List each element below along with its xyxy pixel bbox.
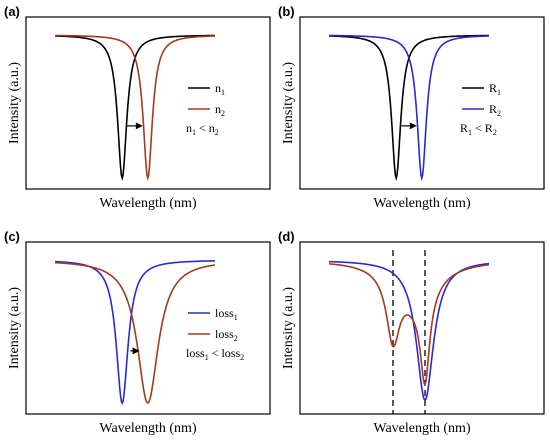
panel-label: (d) xyxy=(278,229,295,244)
legend-label-1: R1 xyxy=(489,81,501,97)
panel-d: (d) Wavelength (nm) Intensity (a.u.) xyxy=(278,229,545,436)
legend-label-1: loss1 xyxy=(215,306,238,322)
legend-label-2: R2 xyxy=(489,102,501,118)
shift-arrow xyxy=(127,122,143,130)
y-axis-label: Intensity (a.u.) xyxy=(7,287,22,369)
shift-arrow xyxy=(130,347,140,355)
inequality-note: loss1 < loss2 xyxy=(186,346,244,362)
panel-b: (b) Wavelength (nm) Intensity (a.u.) R1 R2 R1… xyxy=(278,4,545,211)
panel-label: (a) xyxy=(4,4,20,19)
x-axis-label: Wavelength (nm) xyxy=(373,421,471,436)
panel-a: (a) Wavelength (nm) Intensity (a.u.) n1 n2 n1… xyxy=(4,4,271,211)
panel-label: (c) xyxy=(4,229,20,244)
y-axis-label: Intensity (a.u.) xyxy=(281,287,296,369)
legend-label-1: n1 xyxy=(215,81,225,97)
x-axis-label: Wavelength (nm) xyxy=(99,421,197,436)
series-line-2 xyxy=(54,261,216,405)
x-axis-label: Wavelength (nm) xyxy=(373,196,471,211)
plot-frame xyxy=(25,16,271,190)
y-axis-label: Intensity (a.u.) xyxy=(281,62,296,144)
series-line-1 xyxy=(328,260,490,402)
panel-label: (b) xyxy=(278,4,295,19)
series-line-2 xyxy=(328,263,490,386)
series-line-2 xyxy=(328,34,490,182)
legend-label-2: loss2 xyxy=(215,327,238,343)
legend-label-2: n2 xyxy=(215,102,225,118)
series-line-2 xyxy=(54,34,216,182)
x-axis-label: Wavelength (nm) xyxy=(99,196,197,211)
y-axis-label: Intensity (a.u.) xyxy=(7,62,22,144)
plot-frame xyxy=(25,241,271,415)
inequality-note: n1 < n2 xyxy=(186,121,219,137)
shift-arrow xyxy=(401,122,417,130)
plot-frame xyxy=(299,241,545,415)
inequality-note: R1 < R2 xyxy=(460,121,497,137)
plot-frame xyxy=(299,16,545,190)
panel-c: (c) Wavelength (nm) Intensity (a.u.) loss1 l… xyxy=(4,229,271,436)
